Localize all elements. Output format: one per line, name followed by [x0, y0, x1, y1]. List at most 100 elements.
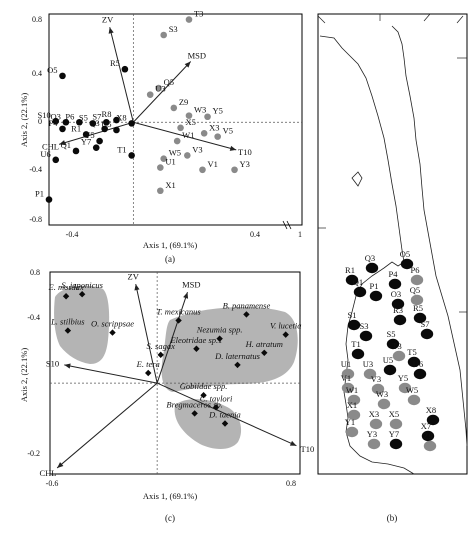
panel-c-species-c-taylori	[212, 404, 220, 411]
panel-a-point-x3	[200, 130, 208, 137]
map-site-z9	[423, 440, 437, 452]
map-site-label-u3: U3	[363, 359, 373, 369]
map-site-x5	[389, 418, 403, 430]
panel-a-point-o5	[59, 72, 66, 80]
map-site-label-s3: S3	[360, 321, 369, 331]
panel-c-vector-zv-line	[135, 284, 158, 384]
panel-a-point-label-s7: S7	[92, 111, 101, 121]
map-site-label-o5: O5	[400, 249, 410, 259]
map-coastline-east	[391, 25, 468, 447]
panel-c-xlabel: Axis 1, (69.1%)	[143, 491, 197, 501]
panel-c-species-d-laternatus	[234, 361, 241, 369]
map-site-p4	[388, 278, 402, 290]
panel-a-point-label-u1: U1	[165, 157, 175, 167]
panel-a-point-w3	[185, 112, 193, 119]
panel-c-species-d-taenia	[221, 420, 229, 427]
map-site-t1	[351, 348, 365, 360]
panel-a-point-label-r1: R1	[71, 123, 81, 133]
map-site-label-u1: U1	[341, 359, 351, 369]
panel-a-point-r5	[121, 65, 129, 73]
panel-a-point-p6	[76, 118, 83, 126]
panel-a-xtick-2: 0.4	[250, 230, 260, 239]
panel-c-vector-chl-head	[57, 462, 64, 468]
panel-a-point-t3	[185, 16, 193, 23]
panel-c-species-v-lucetia	[282, 331, 289, 338]
panel-a-point-label-v3: V3	[192, 144, 202, 154]
panel-c-vector-chl-line	[56, 382, 158, 469]
panel-c-ylabel: Axis 2, (22.1%)	[19, 348, 29, 402]
panel-c-species-o-scrippsae	[109, 329, 116, 336]
panel-a-point-p1	[45, 196, 53, 203]
map-site-x8	[426, 414, 440, 426]
panel-a-point-r1	[82, 131, 90, 138]
map-site-label-p4: P4	[389, 269, 399, 279]
panel-c-vector-t10-line	[156, 382, 297, 447]
panel-c-vector-zv-head	[134, 284, 140, 291]
panel-a-point-q1	[72, 147, 80, 155]
panel-a-point-u3	[146, 91, 154, 98]
panel-a-vector-chl-label: CHL	[42, 142, 59, 152]
panel-a-point-label-x1: X1	[165, 180, 175, 190]
map-site-label-u5: U5	[383, 355, 393, 365]
panel-c-species-s-sagax-label: S. sagax	[147, 341, 176, 351]
panel-c-species-nezumia-spp-label: Nezumia spp.	[196, 325, 243, 335]
map-site-label-s1: S1	[348, 310, 357, 320]
panel-c-vector-msd-label: MSD	[182, 280, 200, 290]
map-site-v1	[341, 382, 355, 394]
panel-c-vector-msd-line	[156, 292, 188, 384]
panel-c-vector-t10-head	[289, 440, 297, 446]
panel-c-vector-s10-label: S10	[46, 358, 59, 368]
panel-c-species-d-taenia-label: D. taenia	[208, 410, 241, 420]
panel-c-species-nezumia-spp	[216, 335, 223, 342]
map-site-label-r1: R1	[345, 265, 355, 275]
panel-a-point-label-r8: R8	[102, 109, 112, 119]
panel-a-point-y5	[204, 113, 211, 121]
panel-c-species-gobiidae-spp-label: Gobiidae spp.	[180, 381, 228, 391]
panel-c-species-v-lucetia-label: V. lucetia	[270, 321, 301, 331]
panel-a-point-label-s10: S10	[38, 110, 51, 120]
map-site-label-y3: Y3	[367, 429, 377, 439]
panel-a-point-label-v1: V1	[207, 159, 217, 169]
panel-a-point-y7	[92, 144, 100, 151]
panel-a-point-label-w1: W1	[182, 130, 194, 140]
panel-a-point-s5	[89, 120, 97, 127]
panel-c-hull-pelagic	[54, 285, 110, 364]
panel-a-xtick-1: -0.4	[66, 230, 79, 239]
panel-a-point-label-t1: T1	[117, 144, 126, 154]
panel-a-point-z9	[170, 104, 178, 112]
panel-c-hull-mesopelagic	[161, 306, 298, 392]
panel-a-vector-msd-line	[132, 61, 192, 123]
panel-a-point-label-r5: R5	[110, 58, 120, 68]
map-site-label-p6: P6	[411, 265, 420, 275]
panel-a-point-w1	[173, 137, 181, 145]
panel-a-point-label-t3: T3	[194, 9, 203, 19]
panel-b-caption: (b)	[387, 513, 398, 523]
panel-a-point-v3	[184, 152, 191, 159]
panel-a-point-s3	[160, 31, 167, 39]
map-site-u3	[363, 368, 377, 380]
map-site-w3	[377, 398, 391, 410]
panel-a-point-label-u6: U6	[40, 149, 50, 159]
panel-a-vector-chl-line	[58, 121, 134, 145]
panel-a-point-s7	[103, 118, 110, 126]
panel-a-point-label-w3: W3	[194, 105, 206, 115]
panel-c-species-b-panamense	[243, 311, 250, 318]
panel-a-point-y3	[231, 166, 238, 174]
map-site-y3	[367, 438, 381, 450]
map-site-label-x7: X7	[421, 421, 431, 431]
panel-a-frame	[48, 13, 303, 226]
panel-a-point-label-s3: S3	[169, 24, 178, 34]
map-site-r3	[393, 314, 407, 326]
map-site-q3	[365, 262, 379, 274]
panel-a-point-q3	[101, 125, 108, 133]
map-site-s1	[347, 319, 361, 331]
map-site-label-w1: W1	[346, 385, 358, 395]
map-site-label-t3: T3	[392, 341, 401, 351]
panel-c-vector-zv-label: ZV	[128, 271, 140, 281]
map-site-label-r5: R5	[413, 303, 423, 313]
panel-a-point-label-p6: P6	[65, 111, 74, 121]
panel-a-xtick-3: 1	[298, 230, 302, 239]
panel-a-point-label-t5: T5	[85, 130, 94, 140]
panel-a-ylabel: Axis 2, (22.1%)	[19, 93, 29, 147]
